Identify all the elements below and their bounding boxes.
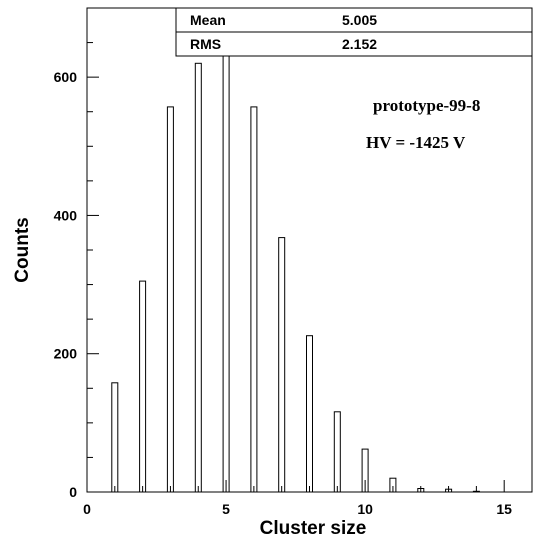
y-tick-label: 600 bbox=[54, 69, 78, 85]
y-tick-label: 200 bbox=[54, 346, 78, 362]
histogram-bar bbox=[139, 280, 147, 493]
x-axis-title: Cluster size bbox=[260, 518, 367, 539]
y-tick-label: 0 bbox=[69, 484, 77, 500]
x-tick-label: 0 bbox=[83, 501, 91, 517]
stats-rms-label: RMS bbox=[190, 36, 221, 52]
stats-box: Mean 5.005 RMS 2.152 bbox=[175, 7, 533, 57]
y-axis-title: Counts bbox=[12, 217, 33, 282]
x-tick-label: 5 bbox=[222, 501, 230, 517]
histogram-bar bbox=[222, 52, 230, 493]
annotation-hv: HV = -1425 V bbox=[366, 133, 466, 152]
annotation-prototype: prototype-99-8 bbox=[373, 96, 480, 115]
histogram-bar bbox=[111, 382, 119, 493]
bars-group bbox=[111, 52, 480, 493]
histogram-bar bbox=[306, 335, 313, 493]
stats-rms-value: 2.152 bbox=[342, 36, 377, 52]
histogram-bar bbox=[333, 411, 341, 493]
x-axis-ticks: 0 5 10 15 bbox=[83, 480, 512, 517]
stats-mean-label: Mean bbox=[190, 12, 226, 28]
x-tick-label: 15 bbox=[496, 501, 512, 517]
x-tick-label: 10 bbox=[357, 501, 373, 517]
y-axis-ticks: 0 200 400 600 bbox=[54, 42, 99, 500]
stats-mean-value: 5.005 bbox=[342, 12, 377, 28]
histogram-bar bbox=[250, 106, 258, 493]
y-tick-label: 400 bbox=[54, 207, 78, 223]
histogram-bar bbox=[194, 62, 202, 493]
histogram-bar bbox=[278, 237, 286, 493]
histogram-bar bbox=[166, 106, 174, 493]
